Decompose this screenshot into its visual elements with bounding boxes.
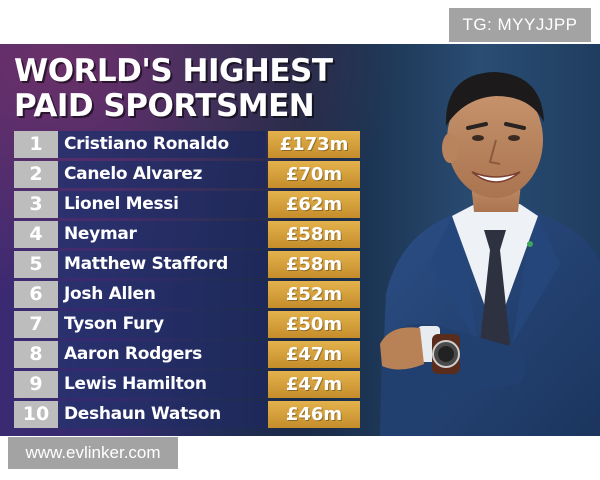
athlete-name: Lewis Hamilton	[64, 374, 207, 394]
rank-row: 5 Matthew Stafford £58m	[0, 251, 360, 278]
rank-row: 8 Aaron Rodgers £47m	[0, 341, 360, 368]
athlete-name: Deshaun Watson	[64, 404, 221, 424]
rank-number: 10	[14, 401, 58, 428]
earnings-amount: £47m	[268, 341, 360, 368]
headline-line-2: PAID SPORTSMEN	[14, 88, 315, 124]
athlete-name: Lionel Messi	[64, 194, 179, 214]
rank-row: 1 Cristiano Ronaldo £173m	[0, 131, 360, 158]
athlete-name: Josh Allen	[64, 284, 156, 304]
earnings-amount: £58m	[268, 251, 360, 278]
telegram-watermark: TG: MYYJJPP	[449, 8, 591, 42]
athlete-name: Cristiano Ronaldo	[64, 134, 229, 154]
rank-row: 4 Neymar £58m	[0, 221, 360, 248]
rank-name-cell: Josh Allen	[58, 281, 266, 308]
athlete-name: Matthew Stafford	[64, 254, 228, 274]
rank-number: 6	[14, 281, 58, 308]
rank-number: 1	[14, 131, 58, 158]
earnings-amount: £52m	[268, 281, 360, 308]
athlete-name: Canelo Alvarez	[64, 164, 203, 184]
rank-number: 9	[14, 371, 58, 398]
rank-number: 2	[14, 161, 58, 188]
rank-name-cell: Neymar	[58, 221, 266, 248]
athlete-photo	[380, 72, 600, 436]
athlete-name: Aaron Rodgers	[64, 344, 202, 364]
ranking-graphic: WORLD'S HIGHEST PAID SPORTSMEN 1 Cristia…	[0, 44, 600, 436]
rank-number: 3	[14, 191, 58, 218]
rank-row: 3 Lionel Messi £62m	[0, 191, 360, 218]
rank-number: 7	[14, 311, 58, 338]
earnings-amount: £47m	[268, 371, 360, 398]
rank-row: 9 Lewis Hamilton £47m	[0, 371, 360, 398]
rank-name-cell: Lewis Hamilton	[58, 371, 266, 398]
rank-list: 1 Cristiano Ronaldo £173m 2 Canelo Alvar…	[0, 131, 360, 431]
earnings-amount: £70m	[268, 161, 360, 188]
rank-number: 5	[14, 251, 58, 278]
athlete-name: Neymar	[64, 224, 137, 244]
earnings-amount: £58m	[268, 221, 360, 248]
athlete-name: Tyson Fury	[64, 314, 164, 334]
rank-row: 7 Tyson Fury £50m	[0, 311, 360, 338]
earnings-amount: £46m	[268, 401, 360, 428]
rank-name-cell: Aaron Rodgers	[58, 341, 266, 368]
headline: WORLD'S HIGHEST PAID SPORTSMEN	[14, 54, 333, 124]
rank-name-cell: Matthew Stafford	[58, 251, 266, 278]
rank-number: 4	[14, 221, 58, 248]
earnings-amount: £50m	[268, 311, 360, 338]
earnings-amount: £173m	[268, 131, 360, 158]
rank-name-cell: Deshaun Watson	[58, 401, 266, 428]
rank-name-cell: Lionel Messi	[58, 191, 266, 218]
rank-name-cell: Tyson Fury	[58, 311, 266, 338]
rank-row: 10 Deshaun Watson £46m	[0, 401, 360, 428]
site-watermark: www.evlinker.com	[8, 437, 178, 469]
rank-number: 8	[14, 341, 58, 368]
earnings-amount: £62m	[268, 191, 360, 218]
rank-row: 2 Canelo Alvarez £70m	[0, 161, 360, 188]
rank-row: 6 Josh Allen £52m	[0, 281, 360, 308]
headline-line-1: WORLD'S HIGHEST	[14, 53, 333, 89]
rank-name-cell: Canelo Alvarez	[58, 161, 266, 188]
rank-name-cell: Cristiano Ronaldo	[58, 131, 266, 158]
